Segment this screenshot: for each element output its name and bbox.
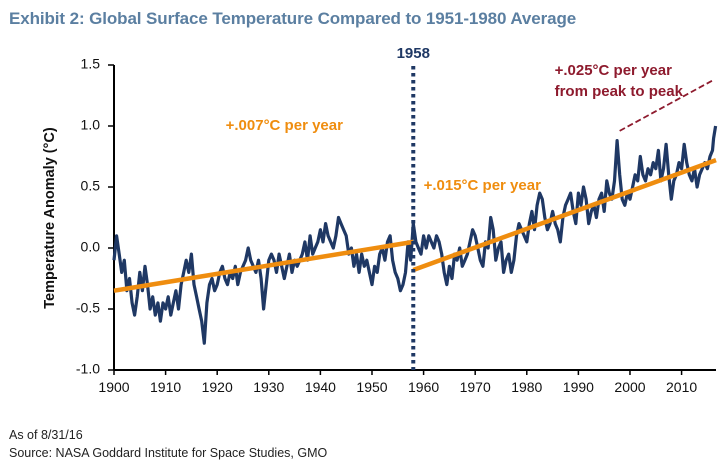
y-tick-label: -0.5: [76, 300, 100, 316]
x-tick-label: 1910: [150, 379, 181, 395]
y-tick-label: 0.5: [81, 178, 101, 194]
x-tick-label: 1930: [253, 379, 284, 395]
x-tick-label: 1900: [98, 379, 129, 395]
marker-1958-label: 1958: [397, 45, 430, 62]
y-tick-label: 1.0: [81, 117, 101, 133]
trend-line-1900-1958: [113, 239, 414, 293]
x-tick-label: 1950: [356, 379, 387, 395]
x-tick-label: 1980: [511, 379, 542, 395]
series-layer: [112, 125, 718, 345]
x-tick-label: 2010: [666, 379, 697, 395]
peak-label-line2: from peak to peak: [555, 83, 684, 100]
y-tick-label: 1.5: [81, 56, 101, 72]
x-tick-label: 1940: [305, 379, 336, 395]
x-tick-label: 1960: [408, 379, 439, 395]
chart-title: Exhibit 2: Global Surface Temperature Co…: [9, 9, 577, 28]
temperature-series-line: [112, 125, 718, 345]
peak-label-line1: +.025°C per year: [555, 62, 672, 79]
source-note: Source: NASA Goddard Institute for Space…: [9, 446, 328, 460]
x-tick-label: 1990: [563, 379, 594, 395]
axes: 1.5 1.0 0.5 0.0 -0.5 -1.0 1900 1910 1920 1930 1940…: [76, 56, 716, 395]
trend-layer: [113, 78, 717, 293]
trend-label-early: +.007°C per year: [226, 117, 343, 134]
y-tick-label: -1.0: [76, 361, 100, 377]
y-axis-label: Temperature Anomaly (°C): [42, 127, 58, 309]
trend-line-1958-2016: [412, 158, 717, 273]
x-tick-label: 1970: [460, 379, 491, 395]
y-tick-label: 0.0: [81, 239, 101, 255]
as-of-date: As of 8/31/16: [9, 428, 83, 442]
x-tick-label: 2000: [614, 379, 645, 395]
annotation-layer: 1958 +.007°C per year +.015°C per year +.02…: [226, 45, 684, 370]
x-tick-label: 1920: [202, 379, 233, 395]
trend-label-late: +.015°C per year: [424, 177, 541, 194]
